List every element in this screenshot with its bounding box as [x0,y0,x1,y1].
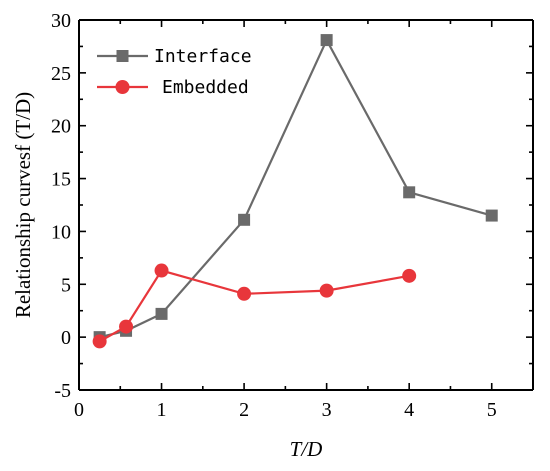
x-tick-label: 2 [239,399,249,421]
x-tick-label: 5 [487,399,497,421]
data-point-embedded [92,334,107,349]
axes [78,19,534,391]
data-point-embedded [402,268,417,283]
y-tick-label: 0 [61,327,71,349]
y-axis-title: Relationship curvesf (T/D) [11,92,35,318]
y-tick-label: 20 [51,116,71,138]
x-tick-label: 4 [404,399,414,421]
x-tick-label: 3 [322,399,332,421]
data-point-interface [238,213,251,226]
y-tick-label: 30 [51,10,71,32]
x-tick-label: 0 [74,399,84,421]
x-tick-label: 1 [157,399,167,421]
legend-label-embedded: Embedded [162,77,249,98]
y-tick-label: 25 [51,63,71,85]
legend-marker-interface [116,50,129,62]
data-point-interface [403,186,416,199]
data-point-interface [155,307,168,320]
y-tick-label: -5 [54,380,71,402]
series [92,34,498,349]
data-point-embedded [319,283,334,298]
y-tick-label: 10 [51,221,71,243]
data-point-interface [320,34,333,47]
data-point-embedded [154,263,169,278]
legend: Interface Embedded [97,46,252,98]
x-axis-title: T/D [290,437,323,461]
y-tick-label: 15 [51,169,71,191]
y-tick-label: 5 [61,274,71,296]
series-line-embedded [99,269,410,343]
legend-label-interface: Interface [154,46,252,67]
data-point-embedded [119,319,134,334]
data-point-embedded [237,286,252,301]
legend-marker-embedded [115,80,130,94]
data-point-interface [485,209,498,222]
